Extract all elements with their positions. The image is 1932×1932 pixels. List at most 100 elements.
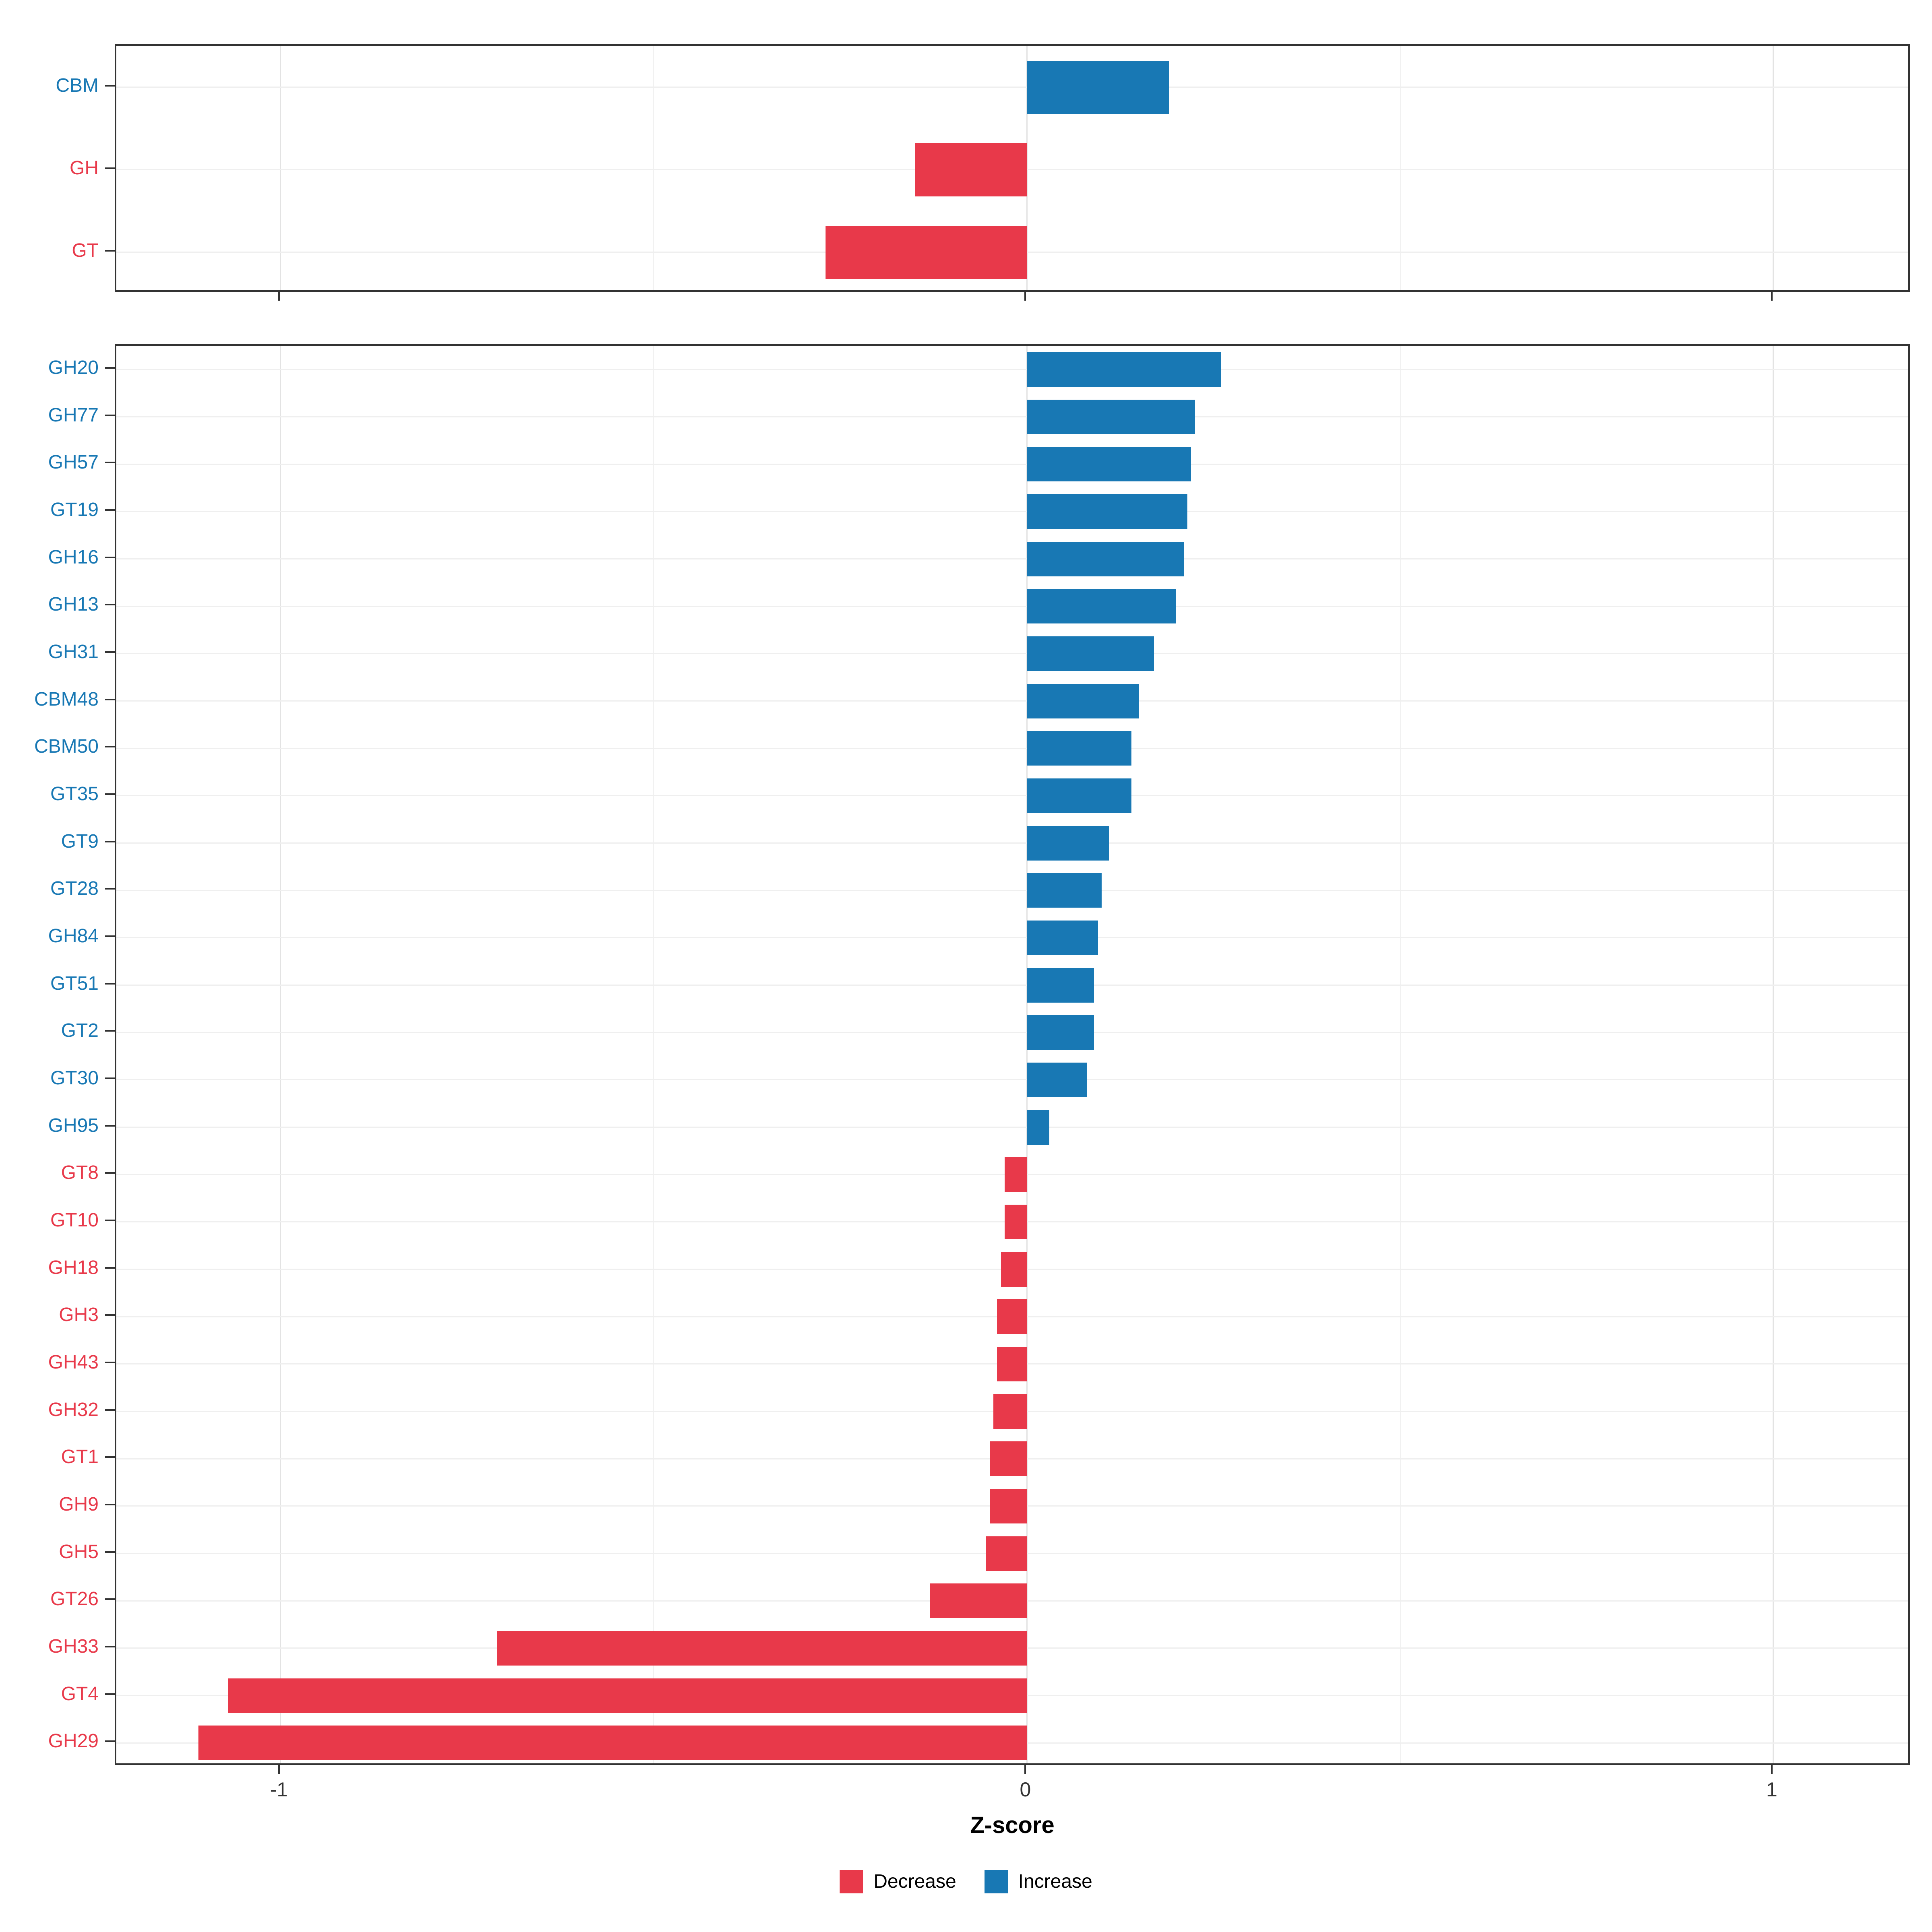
bar-GT2 xyxy=(1027,1015,1094,1050)
y-axis-label-GT51: GT51 xyxy=(50,972,99,994)
bar-GH33 xyxy=(497,1631,1027,1666)
y-axis-tick xyxy=(105,1267,115,1269)
y-axis-tick xyxy=(105,367,115,369)
bar-GT10 xyxy=(1004,1204,1027,1239)
bar-GH xyxy=(915,143,1027,196)
gridline-horizontal xyxy=(116,842,1908,844)
gridline-minor xyxy=(653,46,654,290)
y-axis-label-GH32: GH32 xyxy=(48,1399,99,1420)
gridline-horizontal xyxy=(116,795,1908,797)
bar-GH31 xyxy=(1027,636,1154,671)
y-axis-label-GH: GH xyxy=(70,157,99,179)
gridline-horizontal xyxy=(116,653,1908,654)
bar-GH43 xyxy=(997,1346,1027,1381)
y-axis-tick xyxy=(105,935,115,937)
y-axis-label-GH57: GH57 xyxy=(48,452,99,473)
y-axis-tick xyxy=(105,651,115,653)
y-axis-tick xyxy=(105,1314,115,1316)
gridline-horizontal xyxy=(116,1127,1908,1128)
gridline-major xyxy=(280,346,281,1763)
bar-GH84 xyxy=(1027,920,1098,955)
bar-GH9 xyxy=(989,1488,1027,1523)
bar-GH13 xyxy=(1027,589,1177,624)
y-axis-tick xyxy=(105,462,115,464)
y-axis-tick xyxy=(105,1645,115,1647)
y-axis-tick xyxy=(105,167,115,169)
bar-CBM50 xyxy=(1027,731,1132,766)
y-axis-label-GH16: GH16 xyxy=(48,546,99,568)
y-axis-label-GH20: GH20 xyxy=(48,357,99,378)
y-axis-label-GT2: GT2 xyxy=(61,1020,99,1042)
legend-label-decrease: Decrease xyxy=(873,1871,956,1892)
y-axis-label-GT30: GT30 xyxy=(50,1067,99,1089)
y-axis-label-GH84: GH84 xyxy=(48,925,99,947)
y-axis-tick xyxy=(105,1598,115,1600)
classes-panel xyxy=(115,44,1910,292)
bar-GH77 xyxy=(1027,399,1195,434)
legend-swatch-increase xyxy=(984,1870,1008,1893)
y-axis-label-CBM48: CBM48 xyxy=(34,688,99,710)
y-axis-tick xyxy=(105,793,115,795)
y-axis-tick xyxy=(105,1361,115,1363)
bar-GH57 xyxy=(1027,447,1191,482)
gridline-major xyxy=(280,46,281,290)
y-axis-label-GT1: GT1 xyxy=(61,1446,99,1468)
y-axis-tick xyxy=(105,983,115,985)
gridline-horizontal xyxy=(116,416,1908,417)
x-axis-tick xyxy=(278,1765,280,1774)
gridline-minor xyxy=(1399,346,1401,1763)
y-axis-label-GH33: GH33 xyxy=(48,1635,99,1657)
x-axis-tick xyxy=(278,292,280,301)
gridline-horizontal xyxy=(116,87,1908,88)
y-axis-label-CBM50: CBM50 xyxy=(34,736,99,758)
y-axis-tick xyxy=(105,509,115,511)
gridline-horizontal xyxy=(116,985,1908,986)
bar-CBM xyxy=(1027,60,1169,114)
legend: Decrease Increase xyxy=(0,1864,1932,1900)
y-axis-tick xyxy=(105,1503,115,1505)
x-axis-tick xyxy=(1771,1765,1773,1774)
legend-item-decrease: Decrease xyxy=(840,1870,956,1893)
y-axis-tick xyxy=(105,1409,115,1411)
gridline-major xyxy=(1026,346,1028,1763)
gridline-horizontal xyxy=(116,558,1908,559)
bar-GT8 xyxy=(1004,1157,1027,1192)
y-axis-label-GH29: GH29 xyxy=(48,1730,99,1752)
gridline-horizontal xyxy=(116,890,1908,891)
y-axis-label-GH5: GH5 xyxy=(59,1541,99,1563)
gridline-horizontal xyxy=(116,937,1908,939)
bar-GT35 xyxy=(1027,778,1132,813)
legend-item-increase: Increase xyxy=(984,1870,1092,1893)
y-axis-label-GT10: GT10 xyxy=(50,1209,99,1231)
bar-GH29 xyxy=(198,1726,1027,1761)
bar-GT19 xyxy=(1027,494,1188,529)
gridline-horizontal xyxy=(116,1032,1908,1033)
y-axis-tick xyxy=(105,840,115,842)
y-axis-label-GT26: GT26 xyxy=(50,1588,99,1610)
bar-GT30 xyxy=(1027,1062,1087,1097)
bar-GH16 xyxy=(1027,541,1184,576)
bar-GT28 xyxy=(1027,873,1102,908)
families-panel xyxy=(115,344,1910,1765)
x-axis-tick xyxy=(1024,1765,1026,1774)
y-axis-tick xyxy=(105,698,115,700)
y-axis-label-GT28: GT28 xyxy=(50,878,99,900)
y-axis-label-GH13: GH13 xyxy=(48,594,99,615)
y-axis-tick xyxy=(105,1693,115,1695)
gridline-horizontal xyxy=(116,1079,1908,1081)
gridline-major xyxy=(1026,46,1028,290)
y-axis-label-GH77: GH77 xyxy=(48,404,99,426)
x-axis-tick xyxy=(1024,292,1026,301)
y-axis-tick xyxy=(105,250,115,252)
gridline-minor xyxy=(653,346,654,1763)
y-axis-tick xyxy=(105,888,115,890)
gridline-horizontal xyxy=(116,369,1908,370)
y-axis-label-GH9: GH9 xyxy=(59,1493,99,1515)
x-axis-tick-label: 0 xyxy=(1020,1778,1031,1801)
bar-GT9 xyxy=(1027,826,1109,861)
bar-GT51 xyxy=(1027,968,1094,1003)
gridline-horizontal xyxy=(116,605,1908,607)
bar-GT26 xyxy=(930,1583,1027,1618)
bar-GT1 xyxy=(989,1441,1027,1476)
y-axis-tick xyxy=(105,1740,115,1742)
